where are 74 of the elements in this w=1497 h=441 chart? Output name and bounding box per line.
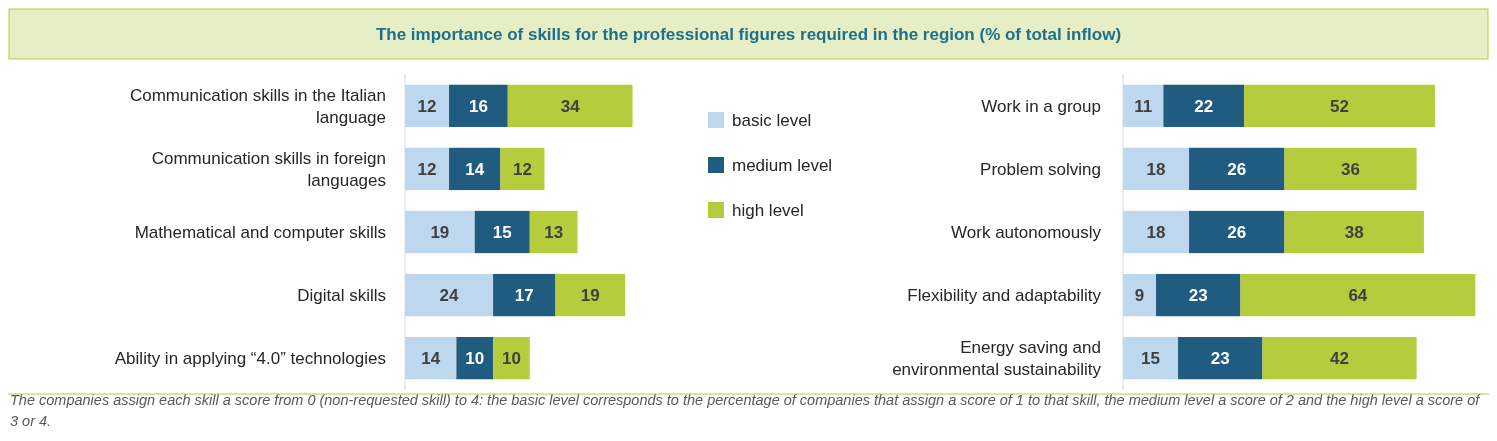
legend-label: basic level: [732, 110, 812, 130]
bar: [405, 84, 450, 127]
bar: [1156, 273, 1241, 317]
data-label: 11: [1134, 96, 1153, 116]
bar: [1284, 147, 1417, 191]
y-tick-label: Mathematical and computer skills: [134, 222, 386, 242]
bar: [405, 273, 494, 317]
data-label: 9: [1134, 286, 1145, 306]
data-label: 23: [1188, 286, 1208, 306]
data-label: 13: [544, 222, 564, 242]
legend-label: high level: [732, 200, 804, 220]
data-label: 42: [1330, 349, 1349, 369]
bar: [1123, 210, 1190, 254]
data-label: 17: [514, 286, 534, 306]
y-tick-label: Work in a group: [981, 96, 1101, 116]
bar: [1123, 147, 1190, 191]
bar: [1189, 210, 1285, 254]
bar: [1123, 337, 1179, 380]
data-label: 14: [465, 159, 485, 179]
data-label: 24: [439, 286, 460, 306]
data-label: 16: [468, 96, 488, 116]
y-tick-label: Flexibility and adaptability: [907, 286, 1102, 306]
bar: [1244, 84, 1435, 127]
y-tick-label: Digital skills: [297, 286, 386, 306]
bar: [507, 84, 633, 127]
data-label: 10: [465, 349, 485, 369]
y-tick-label: Communication skills in foreign languages: [151, 148, 386, 190]
data-label: 10: [501, 349, 521, 369]
bar: [529, 210, 578, 254]
bar: [456, 337, 494, 380]
data-label: 22: [1194, 96, 1214, 116]
bar: [405, 147, 450, 191]
data-label: 52: [1330, 96, 1349, 116]
text: The importance of skills for the professional figures required in the region (% of total inflow): [375, 24, 1122, 44]
y-tick-label: Ability in applying “4.0” technologies: [114, 349, 386, 369]
bar: [1163, 84, 1245, 127]
data-label: 64: [1348, 286, 1368, 306]
bar: [1189, 147, 1285, 191]
y-tick-label: Communication skills in the Italian language: [129, 85, 386, 127]
bar: [1178, 337, 1263, 380]
data-label: 26: [1227, 159, 1247, 179]
bar: [1262, 337, 1417, 380]
data-label: 34: [560, 96, 581, 116]
bar: [474, 210, 530, 254]
bar: [1240, 273, 1476, 317]
data-label: 19: [580, 286, 600, 306]
text: The companies assign each skill a score from 0 (non-requested skill) to 4: the basic level corresponds to the percentage of companies that assign a score of 1 to that skill, the medium level a score of 2 and the high level a score of 3 or 4.: [10, 392, 1482, 429]
bar: [405, 337, 457, 380]
data-label: 15: [1141, 349, 1160, 369]
data-label: 12: [512, 159, 532, 179]
data-label: 23: [1210, 349, 1230, 369]
y-tick-label: Work autonomously: [951, 222, 1102, 242]
data-label: 19: [430, 222, 450, 242]
data-label: 12: [417, 96, 437, 116]
bar: [500, 147, 545, 191]
legend-label: medium level: [732, 155, 833, 175]
bar: [449, 147, 501, 191]
bar: [555, 273, 626, 317]
data-label: 18: [1146, 222, 1166, 242]
data-label: 14: [421, 349, 441, 369]
bar: [1123, 273, 1157, 317]
bar: [493, 273, 556, 317]
data-label: 18: [1146, 159, 1166, 179]
y-tick-label: Problem solving: [980, 159, 1101, 179]
data-label: 15: [492, 222, 512, 242]
bar: [493, 337, 530, 380]
data-label: 12: [417, 159, 437, 179]
bar: [1284, 210, 1424, 254]
bar: [449, 84, 508, 127]
data-label: 38: [1344, 222, 1364, 242]
y-tick-label: Energy saving and environmental sustainability: [892, 338, 1102, 380]
data-label: 26: [1227, 222, 1247, 242]
bar: [405, 210, 475, 254]
data-label: 36: [1341, 159, 1360, 179]
